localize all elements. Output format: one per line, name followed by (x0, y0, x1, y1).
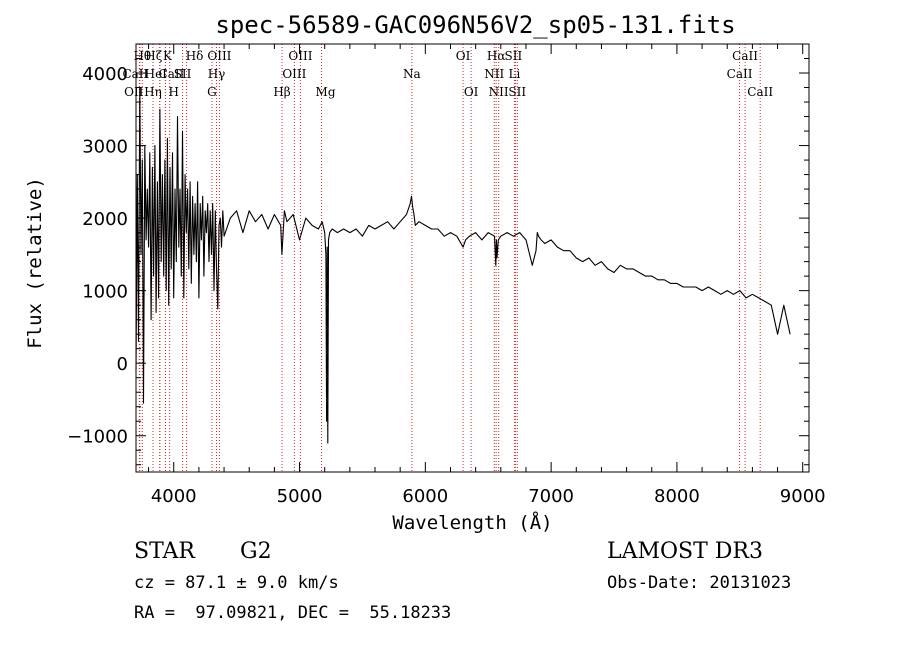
x-tick-label: 6000 (402, 486, 448, 507)
spectral-line-label: Mg (316, 85, 336, 99)
spectral-line-label: HeI (145, 67, 168, 81)
x-tick-label: 8000 (654, 486, 700, 507)
y-tick-label: 4000 (82, 64, 128, 85)
spectral-line-label: OI (464, 85, 479, 99)
observation-date: Obs-Date: 20131023 (607, 573, 792, 593)
y-tick-label: 1000 (82, 282, 128, 303)
spectral-line-label: Na (403, 67, 421, 81)
spectral-line-label: Hζ (145, 49, 162, 63)
y-tick-label: 0 (117, 354, 128, 375)
spectral-line-label: SII (508, 85, 526, 99)
spectral-line-label: Hβ (273, 85, 290, 99)
chart-title: spec-56589-GAC096N56V2_sp05-131.fits (215, 11, 735, 39)
y-tick-label: −1000 (67, 427, 128, 448)
x-tick-label: 5000 (277, 486, 323, 507)
spectral-line-label: Hθ (133, 49, 151, 63)
y-tick-label: 2000 (82, 209, 128, 230)
spectral-line-label: G (207, 85, 217, 99)
spectral-line-label: Hη (144, 85, 162, 99)
spectral-line-label: NII (484, 67, 504, 81)
spectral-line-label: OIII (282, 67, 306, 81)
spectral-line-label: Hγ (208, 67, 226, 81)
object-class: STAR (134, 539, 195, 564)
plot-frame (135, 43, 810, 473)
flux-series-line (135, 86, 791, 444)
spectral-line-label: OIII (288, 49, 312, 63)
spectral-line-label: CaII (732, 49, 758, 63)
spectral-line-label: CaII (747, 85, 773, 99)
spectral-line-label: Li (508, 67, 520, 81)
spectral-line-label: OIII (207, 49, 231, 63)
y-tick-label: 3000 (82, 137, 128, 158)
spectral-line-label: H (168, 85, 178, 99)
spectral-line-label: SII (174, 67, 192, 81)
spectral-line-label: SII (505, 49, 523, 63)
survey-name: LAMOST DR3 (607, 539, 763, 564)
spectral-line-label: Hδ (186, 49, 204, 63)
spectral-line-label: OI (456, 49, 471, 63)
spectral-line-label: Hα (487, 49, 506, 63)
spectral-line-label: CaII (727, 67, 753, 81)
spectral-line-label: OII (124, 85, 144, 99)
x-axis-label: Wavelength (Å) (392, 511, 552, 534)
spectrum-chart: spec-56589-GAC096N56V2_sp05-131.fits 4000… (24, 11, 826, 534)
y-axis-label: Flux (relative) (24, 177, 46, 349)
x-tick-label: 9000 (780, 486, 826, 507)
x-tick-label: 7000 (528, 486, 574, 507)
spectral-line-label: NII (489, 85, 509, 99)
coordinates-text: RA = 97.09821, DEC = 55.18233 (134, 603, 452, 623)
redshift-text: cz = 87.1 ± 9.0 km/s (134, 573, 339, 593)
spectral-line-label: CaII (122, 67, 148, 81)
spectral-line-label: CaII (159, 67, 185, 81)
spectral-line-label: K (163, 49, 173, 63)
spectral-subclass: G2 (240, 539, 272, 564)
x-tick-label: 4000 (151, 486, 197, 507)
